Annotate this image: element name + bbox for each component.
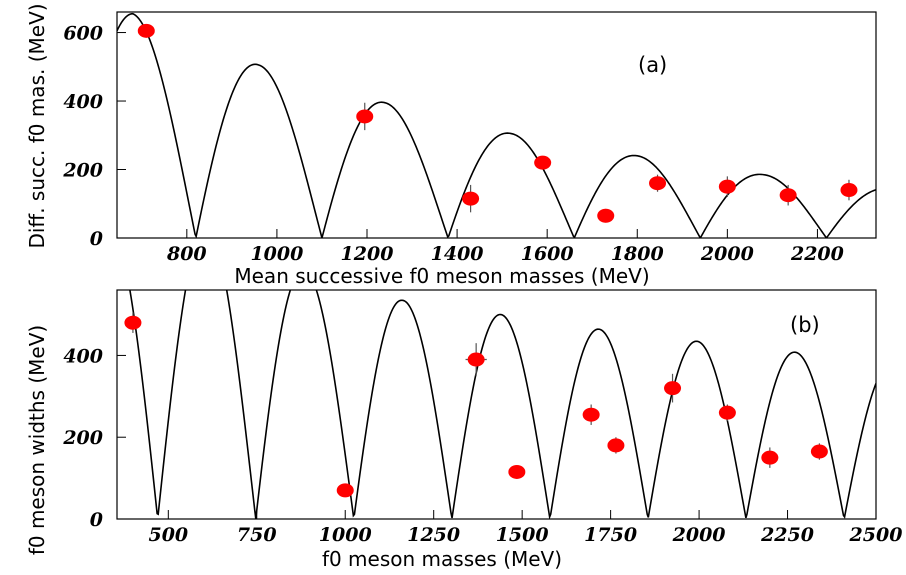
panel-a-ytick-label: 200 <box>62 160 103 182</box>
panel-b-ticks: 500 750 1000 1250 1500 1750 2000 2250 2500 0 200 40… <box>62 345 902 546</box>
panel-b-ytick-label: 400 <box>63 345 103 367</box>
panel-a-ytick-label: 400 <box>63 91 103 113</box>
panel-b-xtick-label: 2000 <box>672 524 726 546</box>
panel-a-data-point <box>649 176 667 191</box>
panel-a-data-point <box>718 179 736 194</box>
panel-b-ytick-label: 200 <box>62 427 103 449</box>
panel-b-xtick-label: 750 <box>237 524 277 546</box>
panel-a-tag: (a) <box>638 53 667 77</box>
panel-a-xtick-label: 800 <box>166 243 207 265</box>
panel-b-xtick-label: 2250 <box>760 524 814 546</box>
panel-b-data-point <box>607 438 625 453</box>
panel-b-xtick-label: 1000 <box>319 524 372 546</box>
panel-b-xtick-label: 1500 <box>496 524 549 546</box>
panel-b-ylabel: f0 meson widths (MeV) <box>25 325 49 555</box>
panel-b-xtick-label: 1750 <box>584 524 637 546</box>
panel-b-data-point <box>508 464 526 479</box>
panel-a-data-point <box>462 191 480 206</box>
panel-a-xtick-label: 1200 <box>341 243 394 265</box>
panel-b-ytick-label: 0 <box>90 509 103 531</box>
panel-b-data-point <box>582 407 600 422</box>
panel-a-frame <box>116 11 877 239</box>
panel-a-xtick-label: 2000 <box>700 243 754 265</box>
panel-b-points <box>124 312 828 498</box>
panel-b-xtick-label: 2500 <box>849 524 903 546</box>
panel-a-ylabel: Diff. succ. f0 mas. (MeV) <box>25 3 49 248</box>
panel-a-ticks: 800 1000 1200 1400 1600 1800 2000 2200 0 200 400 60… <box>62 23 844 265</box>
panel-a-ytick-label: 600 <box>63 23 103 45</box>
panel-a-ytick-label: 0 <box>90 228 103 250</box>
panel-a-xlabel: Mean successive f0 meson masses (MeV) <box>234 264 649 288</box>
panel-a-xtick-label: 2200 <box>790 243 844 265</box>
panel-a-curve-layer <box>117 12 876 238</box>
panel-a: (a) Mean successive f0 meson masses (MeV… <box>25 3 877 288</box>
panel-b-xlabel: f0 meson masses (MeV) <box>322 547 562 571</box>
panel-b-curve-layer <box>129 290 876 519</box>
panel-a-xtick-label: 1800 <box>611 243 664 265</box>
panel-a-data-point <box>137 23 155 38</box>
panel-a-xtick-label: 1600 <box>521 243 574 265</box>
panel-b-frame <box>116 289 877 520</box>
panel-b-data-point <box>467 352 485 367</box>
panel-a-data-point <box>597 208 615 223</box>
panel-a-data-point <box>534 155 552 170</box>
panel-a-data-point <box>356 109 374 124</box>
panel-a-data-point <box>779 188 797 203</box>
panel-a-xtick-label: 1000 <box>250 243 303 265</box>
panel-b-tag: (b) <box>790 313 820 337</box>
panel-b-data-point <box>336 483 354 498</box>
panel-a-points <box>137 23 858 223</box>
panel-a-data-point <box>840 183 858 198</box>
panel-b-data-point <box>810 444 828 459</box>
panel-b-data-point <box>124 315 142 330</box>
panel-b-data-point <box>664 381 682 396</box>
panel-b-data-point <box>761 450 779 465</box>
panel-a-xtick-label: 1400 <box>431 243 484 265</box>
panel-b-data-point <box>718 405 736 420</box>
panel-a-model-curve <box>117 12 876 238</box>
panel-b-xtick-label: 500 <box>148 524 188 546</box>
panel-b-model-curve <box>129 290 876 519</box>
panel-b-xtick-label: 1250 <box>407 524 460 546</box>
panel-b: (b) f0 meson masses (MeV) f0 meson width… <box>25 289 902 571</box>
